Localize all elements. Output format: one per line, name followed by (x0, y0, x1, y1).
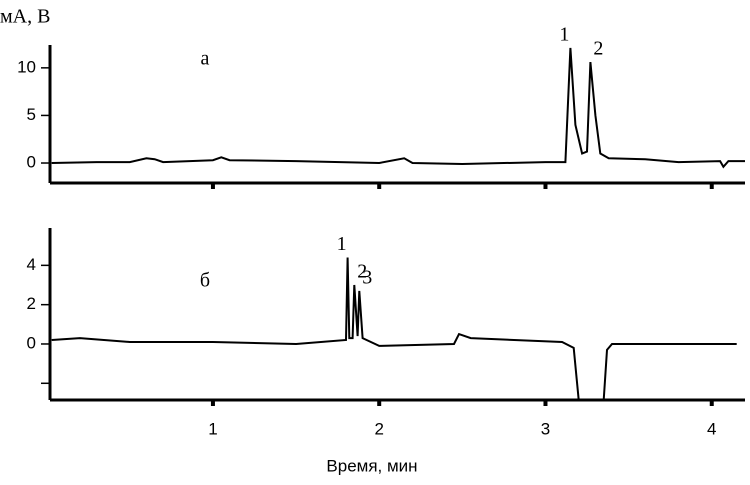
y-axis-label: мА, В (0, 6, 50, 28)
x-tick-label: 3 (541, 419, 550, 438)
x-tick-label: 2 (374, 419, 383, 438)
peak-label: 3 (362, 266, 372, 288)
signal-line (51, 47, 745, 169)
panel-label: а (201, 48, 210, 70)
panel-label: б (200, 270, 210, 292)
y-tick-label: 5 (27, 105, 36, 124)
signal-line (51, 257, 737, 401)
x-tick-label: 1 (208, 419, 217, 438)
x-tick-label: 4 (707, 419, 716, 438)
y-tick-label: 2 (27, 294, 36, 313)
x-axis-label: Время, мин (326, 456, 417, 475)
y-tick-label: 4 (27, 255, 36, 274)
y-tick-label: 10 (17, 57, 36, 76)
peak-label: 1 (559, 23, 569, 45)
y-tick-label: 0 (27, 333, 36, 352)
y-tick-label: 0 (27, 152, 36, 171)
peak-label: 2 (593, 38, 603, 60)
peak-label: 1 (337, 233, 347, 255)
peak-label: 2 (357, 261, 367, 283)
